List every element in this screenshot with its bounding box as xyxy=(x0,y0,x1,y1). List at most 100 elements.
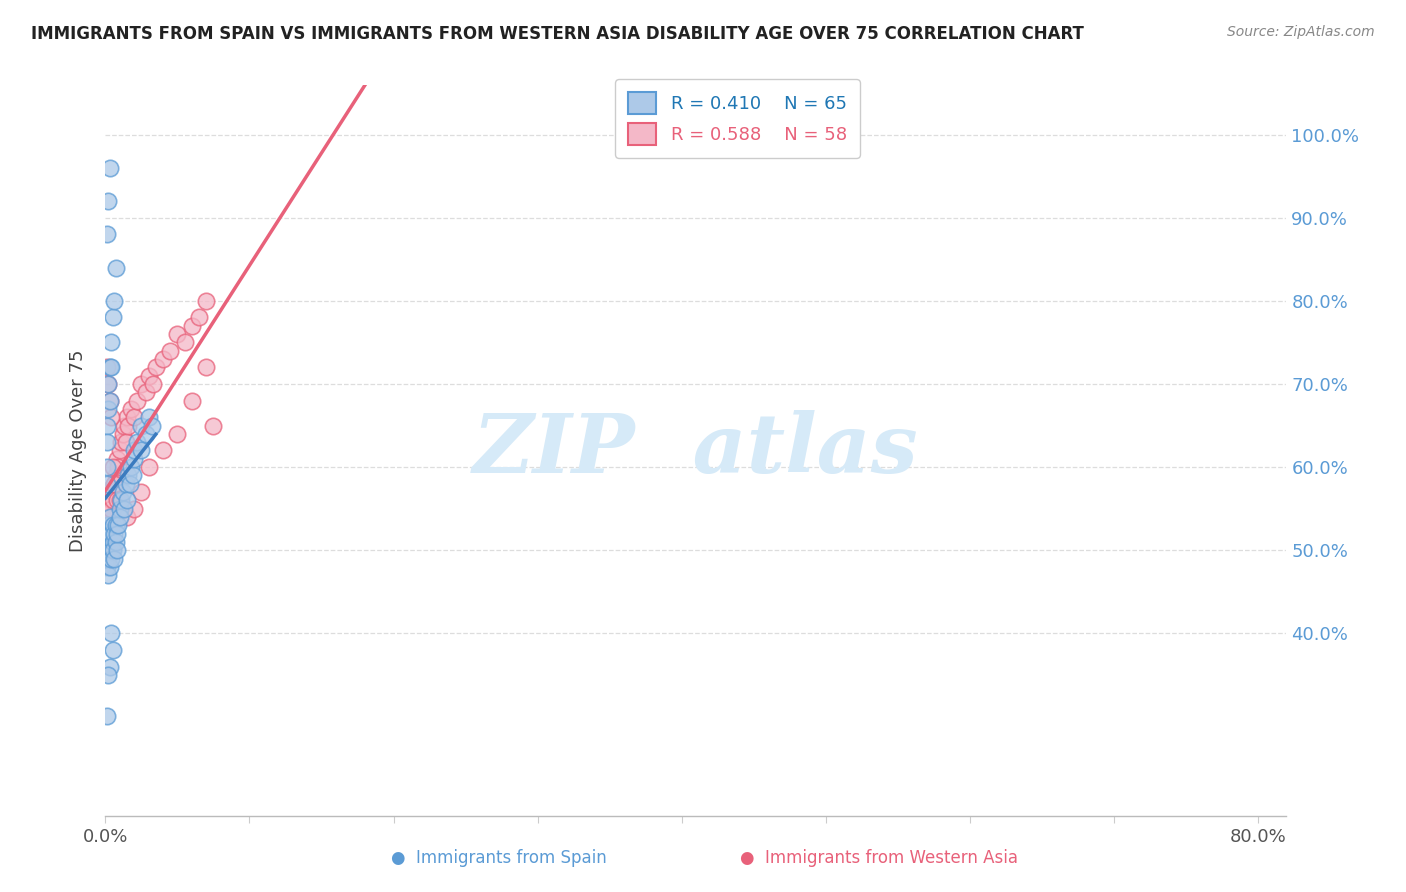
Point xyxy=(97,376,120,391)
Point xyxy=(98,510,121,524)
Point xyxy=(105,451,128,466)
Point xyxy=(142,376,165,391)
Point xyxy=(94,543,117,558)
Point xyxy=(94,543,117,558)
Point xyxy=(98,559,121,574)
Point xyxy=(97,518,120,533)
Point xyxy=(112,501,135,516)
Point xyxy=(100,526,122,541)
Point xyxy=(98,161,121,175)
Point xyxy=(103,476,125,491)
Point xyxy=(104,535,127,549)
Point xyxy=(98,393,121,408)
Point xyxy=(180,393,202,408)
Point xyxy=(103,293,125,308)
Point xyxy=(122,443,145,458)
Point xyxy=(110,435,132,450)
Point xyxy=(96,435,118,450)
Point xyxy=(152,351,174,366)
Point xyxy=(100,410,122,425)
Point xyxy=(96,418,118,433)
Point xyxy=(103,526,125,541)
Point xyxy=(97,551,120,566)
Point xyxy=(108,443,131,458)
Point xyxy=(100,501,122,516)
Text: Source: ZipAtlas.com: Source: ZipAtlas.com xyxy=(1227,25,1375,39)
Point xyxy=(100,626,122,640)
Point xyxy=(96,535,118,549)
Point xyxy=(173,335,195,350)
Point xyxy=(96,709,118,723)
Point xyxy=(98,526,121,541)
Point xyxy=(96,518,118,533)
Point xyxy=(97,568,120,582)
Point xyxy=(138,368,160,383)
Point xyxy=(96,526,118,541)
Point xyxy=(188,310,211,325)
Point xyxy=(114,476,136,491)
Point xyxy=(101,310,124,325)
Point xyxy=(101,643,124,657)
Point xyxy=(131,418,153,433)
Point xyxy=(98,393,121,408)
Point xyxy=(121,468,143,483)
Point xyxy=(103,476,125,491)
Point xyxy=(131,443,153,458)
Point xyxy=(104,260,127,275)
Point xyxy=(120,460,142,475)
Point xyxy=(111,485,134,500)
Point xyxy=(98,501,121,516)
Point xyxy=(105,543,128,558)
Point xyxy=(135,426,157,441)
Point xyxy=(104,518,127,533)
Point xyxy=(101,460,124,475)
Point xyxy=(100,551,122,566)
Point xyxy=(97,518,120,533)
Point xyxy=(96,559,118,574)
Point xyxy=(100,360,122,375)
Point xyxy=(152,443,174,458)
Legend: R = 0.410    N = 65, R = 0.588    N = 58: R = 0.410 N = 65, R = 0.588 N = 58 xyxy=(614,79,859,158)
Point xyxy=(97,376,120,391)
Point xyxy=(98,543,121,558)
Point xyxy=(96,227,118,242)
Point xyxy=(96,360,118,375)
Point xyxy=(105,493,128,508)
Point xyxy=(96,543,118,558)
Point xyxy=(101,535,124,549)
Point xyxy=(195,360,218,375)
Point xyxy=(108,493,131,508)
Point xyxy=(141,418,163,433)
Point xyxy=(98,360,121,375)
Point xyxy=(117,418,139,433)
Point xyxy=(122,501,145,516)
Point xyxy=(108,501,131,516)
Point xyxy=(96,476,118,491)
Point xyxy=(104,468,127,483)
Point xyxy=(120,401,142,416)
Point xyxy=(103,551,125,566)
Point xyxy=(96,460,118,475)
Point xyxy=(115,510,138,524)
Point xyxy=(97,510,120,524)
Point xyxy=(97,401,120,416)
Text: ●  Immigrants from Spain: ● Immigrants from Spain xyxy=(391,849,607,867)
Point xyxy=(138,460,160,475)
Point xyxy=(97,535,120,549)
Point xyxy=(138,410,160,425)
Point xyxy=(110,493,132,508)
Point xyxy=(135,385,157,400)
Point xyxy=(122,451,145,466)
Y-axis label: Disability Age Over 75: Disability Age Over 75 xyxy=(69,349,87,552)
Point xyxy=(101,493,124,508)
Point xyxy=(97,194,120,208)
Point xyxy=(131,376,153,391)
Point xyxy=(111,501,134,516)
Point xyxy=(108,510,131,524)
Text: ZIP  atlas: ZIP atlas xyxy=(472,410,920,491)
Text: IMMIGRANTS FROM SPAIN VS IMMIGRANTS FROM WESTERN ASIA DISABILITY AGE OVER 75 COR: IMMIGRANTS FROM SPAIN VS IMMIGRANTS FROM… xyxy=(31,25,1084,43)
Point xyxy=(97,668,120,682)
Point xyxy=(114,435,136,450)
Point xyxy=(100,543,122,558)
Point xyxy=(131,485,153,500)
